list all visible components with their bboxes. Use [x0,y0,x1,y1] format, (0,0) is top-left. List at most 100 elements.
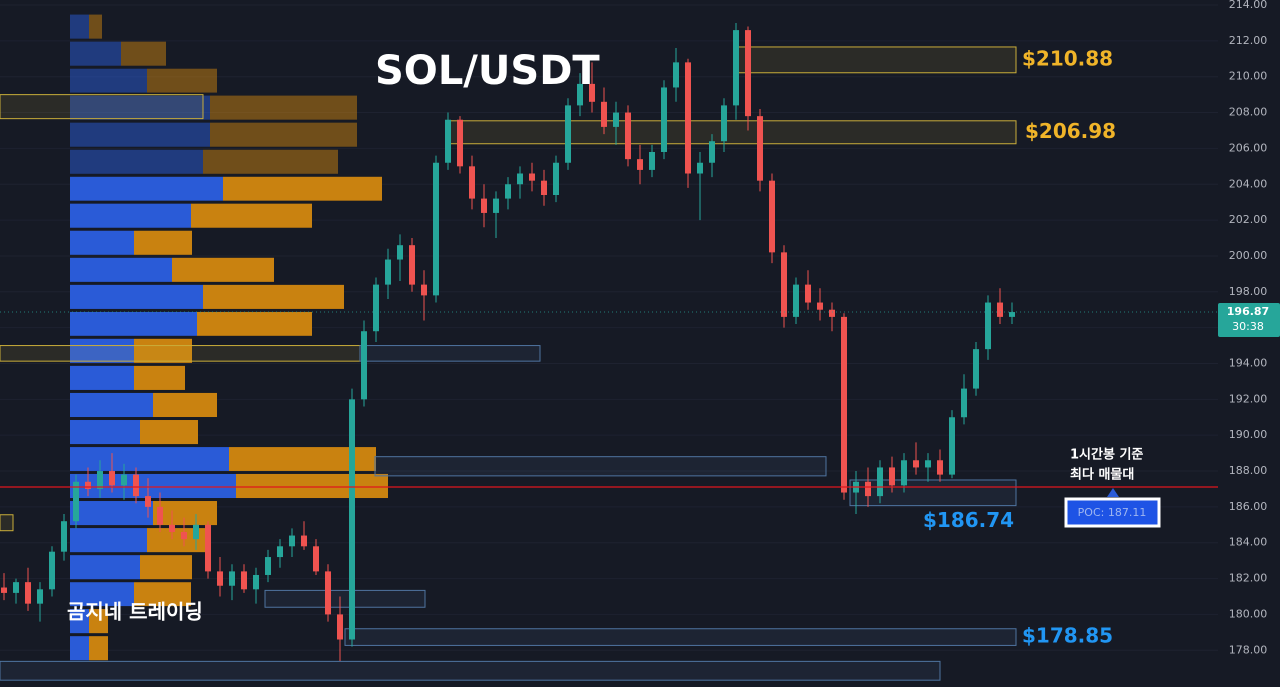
profile-sell [210,122,357,147]
candle-body [685,62,691,174]
profile-buy [70,203,191,228]
candle-body [265,557,271,575]
candle-body [217,571,223,586]
candle-body [73,481,79,522]
profile-sell [89,636,108,661]
profile-buy [70,149,203,174]
profile-sell [197,311,312,336]
candle-body [793,284,799,317]
profile-sell [229,447,376,471]
candle-body [733,30,739,106]
candle-body [709,141,715,163]
y-tick-label: 212.00 [1229,34,1268,47]
y-tick-label: 180.00 [1229,607,1268,620]
candle-body [781,252,787,317]
y-tick-label: 186.00 [1229,500,1268,513]
poc-pointer [1107,488,1119,497]
profile-buy [70,176,223,201]
profile-buy [70,555,140,580]
candle-body [889,467,895,486]
candle-body [85,481,91,489]
candle-body [241,571,247,590]
candle-body [577,83,583,106]
profile-buy [70,447,229,471]
zone [374,456,827,477]
candle-body [229,571,235,586]
candle-body [745,30,751,117]
zone [0,94,204,120]
candle-body [1,587,7,593]
profile-buy [70,122,210,147]
candle-body [193,524,199,540]
candle-body [829,309,835,317]
candle-body [553,162,559,196]
candle-body [961,388,967,418]
candle-body [769,180,775,253]
profile-sell [134,338,192,363]
candle-body [721,105,727,142]
candle-body [865,481,871,497]
y-tick-label: 206.00 [1229,141,1268,154]
candle-body [841,316,847,493]
annotation: 1시간봉 기준 [1070,447,1143,463]
candle-body [301,535,307,547]
profile-buy [70,501,153,526]
zone [344,628,1017,646]
candle-body [49,551,55,590]
candle-body [997,302,1003,317]
candle-body [517,173,523,185]
profile-sell [172,257,274,282]
y-tick-label: 198.00 [1229,285,1268,298]
last-price-label: 196.87 [1227,305,1269,318]
profile-buy [70,311,197,336]
y-tick-label: 190.00 [1229,428,1268,441]
zone [264,589,426,608]
candle-body [181,531,187,540]
zone-label: $206.98 [1025,119,1116,143]
candle-body [625,112,631,160]
candle-body [457,119,463,167]
profile-buy [70,230,134,255]
candle-body [421,284,427,296]
profile-sell [134,582,191,607]
candle-body [145,496,151,507]
candle-body [109,471,115,486]
watermark: 곰지네 트레이딩 [67,600,203,624]
profile-sell [89,14,102,39]
profile-buy [70,420,140,445]
profile-buy [70,284,203,309]
profile-sell [223,176,382,201]
candle-body [325,571,331,615]
candle-body [697,162,703,174]
y-tick-label: 192.00 [1229,392,1268,405]
candle-body [385,259,391,285]
candle-body [97,471,103,489]
candle-body [541,180,547,196]
y-tick-label: 188.00 [1229,464,1268,477]
countdown: 30:38 [1232,320,1264,333]
profile-sell [147,528,210,553]
poc-label: POC: 187.11 [1078,506,1147,519]
zone-label: $178.85 [1022,624,1113,648]
candle-body [877,467,883,497]
candle-body [589,83,595,102]
candle-body [673,62,679,88]
chart-title: SOL/USDT [375,48,600,94]
profile-buy [70,41,121,66]
profile-sell [153,501,217,526]
candle-body [205,524,211,572]
zone [449,120,1017,145]
zone [737,46,1017,74]
profile-buy [70,636,89,661]
candle-body [949,417,955,475]
zone [359,345,541,362]
profile-sell [121,41,166,66]
y-tick-label: 202.00 [1229,213,1268,226]
candle-body [289,535,295,547]
candle-body [445,119,451,163]
profile-buy [70,68,147,93]
profile-buy [70,609,89,634]
candle-body [973,349,979,389]
candle-body [925,460,931,468]
